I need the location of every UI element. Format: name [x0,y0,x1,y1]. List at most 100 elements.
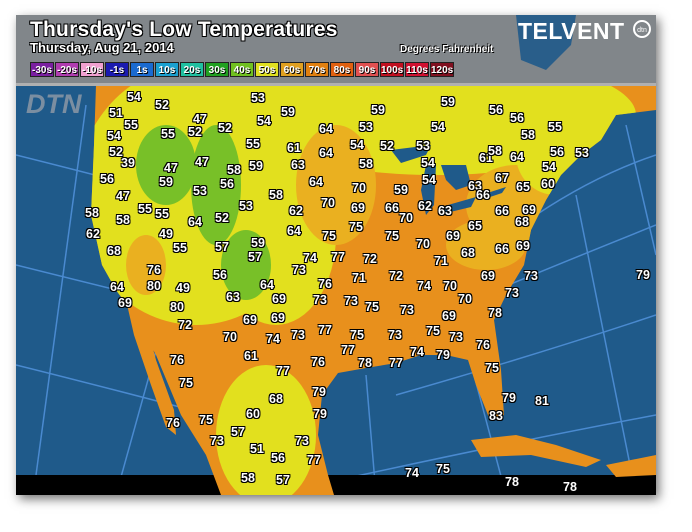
temperature-reading: 61 [244,349,258,363]
legend-swatch: 50s [255,62,279,77]
temperature-reading: 66 [495,242,509,256]
temperature-reading: 68 [269,392,283,406]
dtn-logo-icon: dtn [633,20,651,38]
temperature-reading: 63 [438,204,452,218]
temperature-reading: 76 [166,416,180,430]
map-date: Thursday, Aug 21, 2014 [30,40,174,55]
map-title: Thursday's Low Temperatures [30,18,338,41]
temperature-reading: 61 [287,141,301,155]
temperature-reading: 73 [400,303,414,317]
map-header: Thursday's Low Temperatures Thursday, Au… [16,15,656,85]
temperature-reading: 60 [246,407,260,421]
legend-swatch: -10s [80,62,104,77]
temperature-reading: 64 [319,122,333,136]
temperature-reading: 83 [489,409,503,423]
legend-swatch: 10s [155,62,179,77]
legend-swatch: -30s [30,62,54,77]
temperature-reading: 56 [510,111,524,125]
temperature-reading: 73 [313,293,327,307]
legend-swatch: 20s [180,62,204,77]
temperature-reading: 56 [489,103,503,117]
legend-swatch: 60s [280,62,304,77]
temperature-reading: 53 [239,199,253,213]
temperature-reading: 49 [176,281,190,295]
temperature-reading: 53 [251,91,265,105]
temperature-reading: 79 [313,407,327,421]
temperature-reading: 73 [291,328,305,342]
temperature-reading: 52 [155,98,169,112]
temperature-reading: 73 [210,434,224,448]
temperature-reading: 80 [147,279,161,293]
temperature-reading: 78 [488,306,502,320]
temperature-reading: 57 [276,473,290,487]
temperature-reading: 77 [341,343,355,357]
temperature-reading: 58 [116,213,130,227]
temperature-reading: 79 [312,385,326,399]
temperature-reading: 70 [443,279,457,293]
temperature-reading: 74 [405,466,419,480]
temperature-reading: 49 [159,227,173,241]
temperature-reading: 54 [542,160,556,174]
legend-swatch: 70s [305,62,329,77]
units-label: Degrees Fahrenheit [400,44,494,55]
temperature-reading: 58 [359,157,373,171]
temperature-reading: 52 [188,125,202,139]
temperature-reading: 70 [321,196,335,210]
temperature-reading: 47 [195,155,209,169]
temperature-reading: 75 [426,324,440,338]
temperature-reading: 51 [109,106,123,120]
temperature-reading: 59 [159,175,173,189]
temperature-reading: 73 [449,330,463,344]
temperature-reading: 54 [127,90,141,104]
temperature-reading: 68 [461,246,475,260]
temperature-reading: 73 [505,286,519,300]
temperature-reading: 70 [458,292,472,306]
temperature-reading: 74 [410,345,424,359]
temperature-reading: 76 [311,355,325,369]
temperature-reading: 54 [350,138,364,152]
temperature-reading: 61 [479,151,493,165]
temperature-reading: 59 [251,236,265,250]
temperature-reading: 75 [349,220,363,234]
legend-swatch: 100s [380,62,404,77]
temperature-reading: 63 [468,179,482,193]
temperature-reading: 73 [295,434,309,448]
dtn-watermark: DTN [26,89,82,119]
temperature-reading: 74 [303,251,317,265]
temperature-reading: 79 [436,348,450,362]
temperature-reading: 68 [107,244,121,258]
temperature-reading: 77 [331,250,345,264]
legend-swatch: 90s [355,62,379,77]
temperature-reading: 72 [178,318,192,332]
temperature-reading: 39 [121,156,135,170]
temperature-reading: 62 [289,204,303,218]
temperature-reading: 52 [218,121,232,135]
temperature-reading: 53 [193,184,207,198]
temperature-reading: 64 [309,175,323,189]
temperature-reading: 52 [215,211,229,225]
temperature-reading: 64 [260,278,274,292]
temperature-reading: 69 [243,313,257,327]
temperature-reading: 55 [173,241,187,255]
temperature-reading: 54 [107,129,121,143]
legend-swatch: 110s [405,62,429,77]
temperature-reading: 56 [100,172,114,186]
temperature-reading: 55 [548,120,562,134]
temperature-reading: 66 [476,188,490,202]
temperature-reading: 69 [272,292,286,306]
temperature-reading: 71 [434,254,448,268]
temperature-reading: 64 [110,280,124,294]
temperature-reading: 76 [476,338,490,352]
temperature-reading: 68 [515,215,529,229]
temperature-reading: 58 [269,188,283,202]
temperature-reading: 56 [220,177,234,191]
temperature-reading: 51 [250,442,264,456]
legend-swatch: 80s [330,62,354,77]
temperature-reading: 58 [521,128,535,142]
temperature-reading: 57 [248,250,262,264]
temperature-reading: 55 [124,118,138,132]
temperature-reading: 79 [502,391,516,405]
legend-swatch: 1s [130,62,154,77]
temperature-reading: 62 [86,227,100,241]
temperature-reading: 56 [271,451,285,465]
